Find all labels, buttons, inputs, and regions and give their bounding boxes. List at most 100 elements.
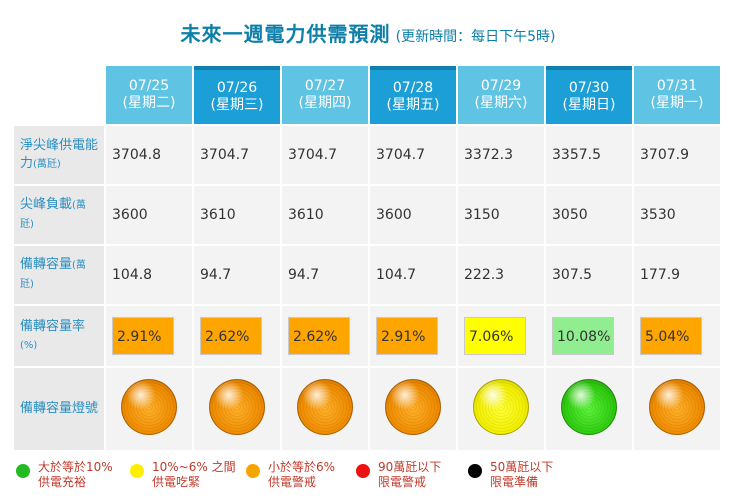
legend-text: 小於等於6% 供電警戒 (268, 460, 335, 490)
row-label-reserve-rate: 備轉容量率 (%) (14, 306, 104, 366)
table-cell: 3610 (282, 186, 368, 244)
reserve-rate-badge: 10.08% (552, 317, 614, 355)
reserve-rate-badge: 2.91% (112, 317, 174, 355)
reserve-rate-badge: 5.04% (640, 317, 702, 355)
table-cell: 5.04% (634, 306, 720, 366)
date-header: 07/31 (星期一) (634, 66, 720, 124)
table-row: 淨尖峰供電能力(萬瓩) 3704.8 3704.7 3704.7 3704.7 … (14, 126, 720, 184)
legend-dot-icon (468, 464, 482, 478)
reserve-rate-badge: 2.62% (288, 317, 350, 355)
page-title: 未來一週電力供需預測 (更新時間：每日下午5時) (0, 18, 736, 47)
date-header: 07/30 (星期日) (546, 66, 632, 124)
table-cell: 3357.5 (546, 126, 632, 184)
row-label-lamp: 備轉容量燈號 (14, 368, 104, 450)
date-header-row: 07/25 (星期二) 07/26 (星期三) 07/27 (星期四) 07/28 (星… (14, 66, 720, 124)
table-cell: 3704.7 (194, 126, 280, 184)
table-cell: 2.62% (282, 306, 368, 366)
weekday-label: (星期五) (386, 97, 440, 113)
reserve-rate-badge: 2.91% (376, 317, 438, 355)
table-cell: 2.62% (194, 306, 280, 366)
legend-line1: 90萬瓩以下 (378, 460, 442, 474)
table-cell: 3050 (546, 186, 632, 244)
date-label: 07/28 (392, 80, 434, 96)
legend-dot-icon (16, 464, 30, 478)
signal-light-icon (121, 379, 177, 435)
table-cell: 3610 (194, 186, 280, 244)
legend-dot-icon (130, 464, 144, 478)
row-label-unit: (萬瓩) (33, 158, 61, 170)
row-label-text: 淨尖峰供電能力 (20, 137, 99, 171)
table-cell: 104.7 (370, 246, 456, 304)
weekday-label: (星期三) (210, 97, 264, 113)
signal-light-icon (385, 379, 441, 435)
table-cell: 104.8 (106, 246, 192, 304)
table-row: 尖峰負載(萬瓩) 3600 3610 3610 3600 3150 3050 3… (14, 186, 720, 244)
table-cell: 3150 (458, 186, 544, 244)
table-row: 備轉容量率 (%) 2.91% 2.62% 2.62% 2.91% 7.06% 1… (14, 306, 720, 366)
table-cell: 3600 (370, 186, 456, 244)
table-row: 備轉容量(萬瓩) 104.8 94.7 94.7 104.7 222.3 307… (14, 246, 720, 304)
table-row: 備轉容量燈號 (14, 368, 720, 450)
date-header: 07/28 (星期五) (370, 66, 456, 124)
date-label: 07/26 (216, 80, 258, 96)
date-label: 07/31 (656, 78, 698, 94)
date-label: 07/29 (480, 78, 522, 94)
legend: 大於等於10% 供電充裕 10%~6% 之間 供電吃緊 小於等於6% 供電警戒 90萬… (16, 460, 736, 494)
legend-text: 50萬瓩以下 限電準備 (490, 460, 553, 490)
table-cell: 3704.7 (370, 126, 456, 184)
weekday-label: (星期六) (474, 95, 528, 111)
table-cell: 3372.3 (458, 126, 544, 184)
table-cell: 222.3 (458, 246, 544, 304)
legend-line1: 50萬瓩以下 (490, 460, 554, 474)
reserve-rate-badge: 2.62% (200, 317, 262, 355)
weekday-label: (星期二) (122, 95, 176, 111)
legend-line2: 供電充裕 (38, 475, 87, 489)
table-cell: 2.91% (106, 306, 192, 366)
legend-text: 90萬瓩以下 限電警戒 (378, 460, 441, 490)
weekday-label: (星期四) (298, 95, 352, 111)
weekday-label: (星期日) (562, 97, 616, 113)
table-cell: 307.5 (546, 246, 632, 304)
date-header: 07/27 (星期四) (282, 66, 368, 124)
legend-dot-icon (356, 464, 370, 478)
table-cell (634, 368, 720, 450)
row-label-text: 尖峰負載 (20, 197, 73, 212)
signal-light-icon (473, 379, 529, 435)
legend-line2: 限電警戒 (378, 475, 427, 489)
row-label-capacity: 淨尖峰供電能力(萬瓩) (14, 126, 104, 184)
table-cell: 7.06% (458, 306, 544, 366)
row-label-text: 備轉容量率 (20, 318, 86, 334)
table-cell: 94.7 (282, 246, 368, 304)
date-label: 07/25 (128, 78, 170, 94)
title-main: 未來一週電力供需預測 (180, 22, 391, 46)
date-header: 07/29 (星期六) (458, 66, 544, 124)
date-header: 07/26 (星期三) (194, 66, 280, 124)
signal-light-icon (649, 379, 705, 435)
row-label-peak-load: 尖峰負載(萬瓩) (14, 186, 104, 244)
table-cell: 3600 (106, 186, 192, 244)
table-cell: 3530 (634, 186, 720, 244)
legend-line2: 供電吃緊 (152, 475, 201, 489)
row-label-unit: (萬瓩) (20, 200, 86, 230)
legend-line1: 10%~6% 之間 (152, 460, 236, 474)
legend-text: 10%~6% 之間 供電吃緊 (152, 460, 236, 490)
date-label: 07/27 (304, 78, 346, 94)
row-label-unit: (%) (20, 339, 38, 351)
weekday-label: (星期一) (650, 95, 704, 111)
reserve-rate-badge: 7.06% (464, 317, 526, 355)
table-cell: 2.91% (370, 306, 456, 366)
table-cell (546, 368, 632, 450)
legend-line1: 小於等於6% (268, 460, 336, 474)
table-cell: 10.08% (546, 306, 632, 366)
table-cell: 177.9 (634, 246, 720, 304)
legend-line1: 大於等於10% (38, 460, 113, 474)
legend-line2: 限電準備 (490, 475, 539, 489)
signal-light-icon (209, 379, 265, 435)
table-cell: 3704.8 (106, 126, 192, 184)
table-cell (370, 368, 456, 450)
table-corner (14, 66, 104, 124)
signal-light-icon (297, 379, 353, 435)
date-header: 07/25 (星期二) (106, 66, 192, 124)
table-cell: 3707.9 (634, 126, 720, 184)
legend-line2: 供電警戒 (268, 475, 317, 489)
